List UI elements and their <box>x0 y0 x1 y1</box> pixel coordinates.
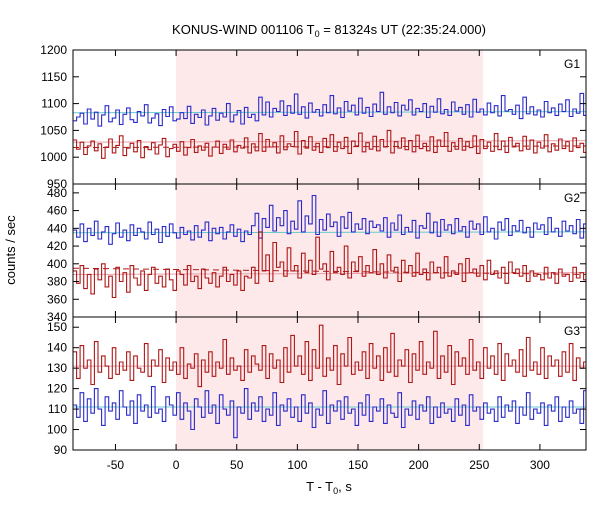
y-tick-label: 1150 <box>41 70 67 84</box>
y-tick-label: 150 <box>47 320 67 334</box>
series-blue-g3 <box>73 386 586 439</box>
y-tick-label: 380 <box>47 275 67 289</box>
background-line-red-dashed <box>73 267 586 275</box>
y-tick-label: 360 <box>47 292 67 306</box>
panel-g3: 90 100 110 120 130 140 150 G3 <box>47 316 587 457</box>
panel-frame <box>72 316 587 451</box>
panel-data-group <box>73 194 586 299</box>
x-tick-label: -50 <box>107 458 125 472</box>
panel-label-g2: G2 <box>564 191 580 205</box>
panel-data-group <box>73 324 586 439</box>
y-tick-label: 1200 <box>40 43 67 57</box>
y-tick-label: 420 <box>47 239 67 253</box>
y-tick-label: 340 <box>47 310 67 324</box>
series-red-g1 <box>73 129 586 159</box>
y-axis-label: counts / sec <box>3 215 18 285</box>
y-tick-label: 440 <box>47 221 67 235</box>
series-red-g2 <box>73 231 586 299</box>
series-red-g3 <box>73 324 586 388</box>
y-tick-label: 120 <box>47 382 67 396</box>
panel-data-group <box>73 91 586 159</box>
title-subscript: 0 <box>315 29 320 39</box>
panel-label-g1: G1 <box>564 57 580 71</box>
shaded-interval <box>176 184 483 317</box>
y-tick-label: 400 <box>47 257 67 271</box>
y-tick-label: 1050 <box>40 123 67 137</box>
y-tick-label: 110 <box>48 402 67 416</box>
x-tick-label: 50 <box>230 458 244 472</box>
y-tick-label: 140 <box>47 341 67 355</box>
background-line-pink <box>73 272 586 275</box>
shaded-interval <box>176 50 483 184</box>
y-tick-label: 480 <box>47 186 67 200</box>
panels-layer: 95010001050110011501200G1340360380400420… <box>40 43 587 472</box>
y-tick-label: 130 <box>47 361 67 375</box>
y-tick-label: 1100 <box>41 97 67 111</box>
x-axis-label: T - T0, s <box>306 479 352 496</box>
y-tick-label: 460 <box>47 204 67 218</box>
series-blue-g2 <box>73 194 586 245</box>
x-tick-label: 200 <box>409 458 429 472</box>
background-line-pink <box>73 140 586 143</box>
x-tick-label: 150 <box>348 458 368 472</box>
x-tick-label: 300 <box>530 458 550 472</box>
y-tick-label: 100 <box>47 423 67 437</box>
x-label-subscript: 0 <box>333 486 338 496</box>
chart-title: KONUS-WIND 001106 T0 = 81324s UT (22:35:… <box>172 22 486 39</box>
y-tick-label: 950 <box>47 177 67 191</box>
panel-g1: 950 1000 1050 1100 1150 1200 G1 <box>40 43 587 191</box>
x-tick-label: 250 <box>469 458 489 472</box>
y-tick-label: 90 <box>54 443 68 457</box>
panel-g2: 340 360 380 400 420 440 460 480 G2 <box>47 183 587 324</box>
panel-label-g3: G3 <box>564 324 580 338</box>
x-tick-label: 100 <box>287 458 307 472</box>
shaded-interval <box>176 317 483 450</box>
x-tick-label: 0 <box>173 458 180 472</box>
y-tick-label: 1000 <box>40 150 67 164</box>
series-blue-g1 <box>73 91 586 127</box>
